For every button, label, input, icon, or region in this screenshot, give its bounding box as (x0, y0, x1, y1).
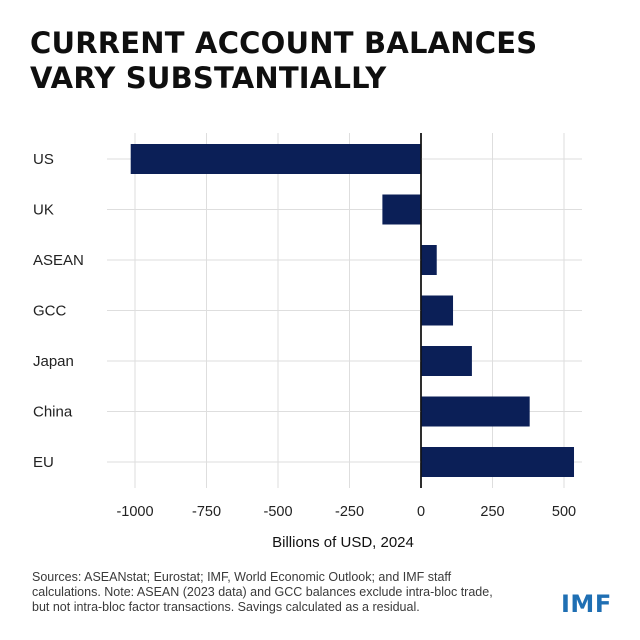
bar-asean (421, 245, 437, 275)
sources-line-1: Sources: ASEANstat; Eurostat; IMF, World… (32, 570, 452, 584)
chart-title: CURRENT ACCOUNT BALANCES VARY SUBSTANTIA… (30, 26, 620, 96)
x-tick-label: -250 (335, 504, 364, 520)
x-tick-label: 250 (480, 504, 504, 520)
category-label: US (33, 151, 54, 168)
sources-note: Sources: ASEANstat; Eurostat; IMF, World… (32, 570, 512, 615)
bar-japan (421, 346, 472, 376)
x-tick-label: -750 (192, 504, 221, 520)
x-tick-label: -1000 (116, 504, 153, 520)
category-label: China (33, 404, 73, 421)
x-tick-label: 0 (417, 504, 425, 520)
category-label: GCC (33, 303, 67, 320)
category-label: ASEAN (33, 252, 84, 269)
bar-eu (421, 447, 575, 477)
x-tick-label: 500 (552, 504, 576, 520)
bar-uk (382, 194, 421, 225)
category-label: UK (33, 202, 54, 219)
x-axis-title: Billions of USD, 2024 (272, 534, 414, 551)
bar-us (130, 144, 421, 174)
bar-china (421, 396, 530, 427)
imf-logo: IMF (561, 590, 612, 618)
bar-gcc (421, 295, 454, 326)
x-tick-label: -500 (263, 504, 292, 520)
bar-chart: -1000 -750 -500 -250 0 250 500 US UK ASEAN GCC Japa… (33, 133, 582, 551)
sources-line-2: calculations. Note: ASEAN (2023 data) an… (32, 585, 493, 599)
sources-line-3: but not intra-bloc factor transactions. … (32, 600, 420, 614)
category-label: Japan (33, 353, 74, 370)
chart-title-line-2: VARY SUBSTANTIALLY (30, 61, 387, 95)
chart-title-line-1: CURRENT ACCOUNT BALANCES (30, 26, 538, 60)
category-label: EU (33, 454, 54, 471)
